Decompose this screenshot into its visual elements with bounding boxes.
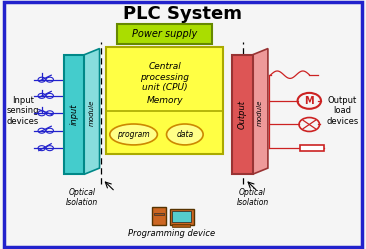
FancyBboxPatch shape <box>4 2 362 247</box>
FancyBboxPatch shape <box>232 55 253 174</box>
FancyBboxPatch shape <box>64 55 84 174</box>
FancyBboxPatch shape <box>170 209 194 225</box>
FancyBboxPatch shape <box>300 145 324 151</box>
Text: input: input <box>70 104 79 125</box>
Text: Output: Output <box>238 100 247 129</box>
Ellipse shape <box>110 124 157 145</box>
Text: module: module <box>89 100 95 126</box>
FancyBboxPatch shape <box>172 211 191 222</box>
Text: module: module <box>257 100 263 126</box>
Polygon shape <box>84 49 100 174</box>
Text: Optical
Isolation: Optical Isolation <box>66 188 98 207</box>
Text: Optical
Isolation: Optical Isolation <box>236 188 269 207</box>
Text: PLC System: PLC System <box>123 5 243 23</box>
Text: M: M <box>305 96 314 106</box>
Text: data: data <box>176 130 193 139</box>
Text: Power supply: Power supply <box>132 29 197 39</box>
FancyBboxPatch shape <box>172 224 190 227</box>
Text: Output
load
devices: Output load devices <box>326 96 358 126</box>
Text: Memory: Memory <box>146 96 183 105</box>
Text: Programming device: Programming device <box>128 229 216 238</box>
FancyBboxPatch shape <box>154 213 164 215</box>
FancyBboxPatch shape <box>152 207 166 225</box>
Text: Input
sensing
devices: Input sensing devices <box>7 96 39 126</box>
FancyBboxPatch shape <box>106 47 223 154</box>
FancyBboxPatch shape <box>117 24 212 44</box>
Ellipse shape <box>167 124 203 145</box>
Text: Central
processing
unit (CPU): Central processing unit (CPU) <box>140 62 189 92</box>
Polygon shape <box>253 49 268 174</box>
Text: program: program <box>117 130 150 139</box>
